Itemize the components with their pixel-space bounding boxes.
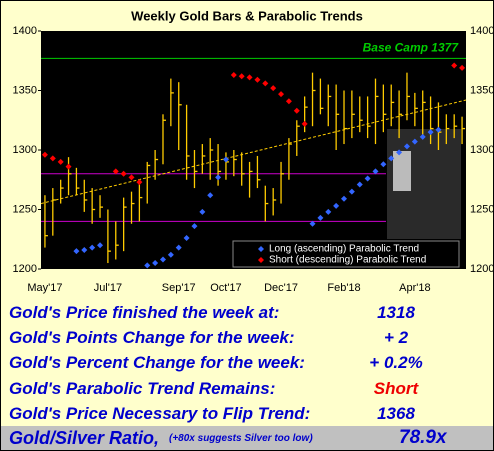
legend-marker bbox=[258, 257, 264, 263]
trend-dot bbox=[207, 192, 214, 199]
trend-dot bbox=[459, 64, 466, 71]
trend-dot bbox=[112, 168, 119, 175]
trend-dot bbox=[325, 208, 332, 215]
row-label: Gold's Price Necessary to Flip Trend: bbox=[9, 403, 311, 423]
ratio-value: 78.9x bbox=[399, 427, 447, 448]
legend-box bbox=[232, 240, 460, 268]
trend-dot bbox=[215, 174, 222, 181]
y-tick-label: 1200 bbox=[13, 263, 37, 275]
trend-dot bbox=[262, 80, 269, 87]
row-value: 1368 bbox=[377, 403, 415, 423]
trend-dot bbox=[246, 74, 253, 81]
trend-dot bbox=[278, 91, 285, 98]
trend-dot bbox=[144, 262, 151, 269]
trend-dot bbox=[411, 138, 418, 145]
trend-dot bbox=[364, 175, 371, 182]
chart-title: Weekly Gold Bars & Parabolic Trends bbox=[131, 8, 363, 23]
trend-dot bbox=[451, 62, 458, 69]
row-label: Gold's Percent Change for the week: bbox=[9, 353, 305, 373]
row-label: Gold's Price finished the week at: bbox=[9, 303, 280, 322]
reference-label: Base Camp 1377 bbox=[363, 41, 460, 55]
trend-dot bbox=[435, 126, 442, 133]
x-tick-label: Feb'18 bbox=[327, 282, 360, 294]
legend-label: Short (descending) Parabolic Trend bbox=[269, 255, 426, 266]
trend-dot bbox=[285, 98, 292, 105]
trend-dot bbox=[152, 260, 159, 267]
trend-dot bbox=[301, 120, 308, 127]
ratio-label: Gold/Silver Ratio, bbox=[9, 428, 160, 448]
trend-dot bbox=[120, 170, 127, 177]
table-row: Gold's Price Necessary to Flip Trend: 136… bbox=[1, 401, 493, 426]
x-tick-label: Jul'17 bbox=[94, 282, 122, 294]
trend-dot bbox=[167, 251, 174, 258]
trend-dot bbox=[222, 156, 229, 163]
row-value: 1318 bbox=[377, 303, 415, 322]
trend-dot bbox=[65, 163, 72, 170]
trend-dot bbox=[293, 107, 300, 114]
x-tick-label: Apr'18 bbox=[399, 282, 430, 294]
trend-dot bbox=[372, 168, 379, 175]
trend-dot bbox=[403, 143, 410, 150]
trend-dot bbox=[270, 85, 277, 92]
row-value: + 0.2% bbox=[369, 353, 423, 373]
trend-dot bbox=[49, 155, 56, 162]
x-tick-label: May'17 bbox=[27, 282, 62, 294]
table-row: Gold's Percent Change for the week: + 0.2… bbox=[1, 350, 493, 375]
row-label: Gold's Points Change for the week: bbox=[9, 328, 295, 348]
trend-dot bbox=[238, 73, 245, 80]
table-row: Gold's Parabolic Trend Remains: Short bbox=[1, 376, 493, 401]
x-tick-label: Sep'17 bbox=[162, 282, 196, 294]
y-tick-label: 1250 bbox=[13, 203, 37, 215]
trend-dot bbox=[341, 195, 348, 202]
photo-light bbox=[393, 151, 411, 191]
table-row: Gold's Points Change for the week: + 2 bbox=[1, 325, 493, 350]
table-row: Gold's Price finished the week at: 1318 bbox=[1, 300, 493, 325]
trend-dot bbox=[97, 242, 104, 249]
trend-dot bbox=[396, 149, 403, 156]
trend-dot bbox=[427, 129, 434, 136]
x-tick-label: Dec'17 bbox=[264, 282, 298, 294]
y-tick-label-right: 1250 bbox=[470, 203, 493, 215]
trend-dot bbox=[183, 235, 190, 242]
ratio-row: Gold/Silver Ratio, (+80x suggests Silver… bbox=[1, 426, 493, 450]
trend-dot bbox=[191, 223, 198, 230]
trend-dot bbox=[317, 214, 324, 221]
trend-dot bbox=[128, 174, 135, 181]
trend-dot bbox=[356, 181, 363, 188]
trend-dot bbox=[89, 244, 96, 251]
legend-marker bbox=[258, 246, 264, 252]
trend-dot bbox=[380, 161, 387, 168]
trend-dot bbox=[199, 208, 206, 215]
row-value: Short bbox=[373, 378, 419, 398]
row-value: + 2 bbox=[383, 328, 409, 348]
trend-dot bbox=[348, 188, 355, 195]
chart: Weekly Gold Bars & Parabolic Trends 1200… bbox=[13, 8, 493, 294]
trend-dot bbox=[57, 158, 64, 165]
trend-dot bbox=[419, 133, 426, 140]
y-tick-label: 1350 bbox=[13, 84, 37, 96]
trend-dot bbox=[333, 202, 340, 209]
x-tick-label: Oct'17 bbox=[210, 282, 241, 294]
y-tick-label: 1300 bbox=[13, 144, 37, 156]
trend-dot bbox=[41, 151, 48, 158]
y-tick-label-right: 1400 bbox=[470, 25, 493, 37]
trend-dot bbox=[73, 248, 80, 255]
y-tick-label-right: 1300 bbox=[470, 144, 493, 156]
trend-dot bbox=[309, 220, 316, 227]
row-label: Gold's Parabolic Trend Remains: bbox=[9, 378, 276, 398]
legend-label: Long (ascending) Parabolic Trend bbox=[269, 244, 419, 255]
y-tick-label-right: 1200 bbox=[470, 263, 493, 275]
trend-dot bbox=[254, 76, 261, 83]
y-tick-label-right: 1350 bbox=[470, 84, 493, 96]
y-tick-label: 1400 bbox=[13, 25, 37, 37]
trend-dot bbox=[81, 246, 88, 253]
trend-dot bbox=[159, 256, 166, 263]
trend-dot bbox=[175, 244, 182, 251]
trend-dot bbox=[388, 155, 395, 162]
ratio-note: (+80x suggests Silver too low) bbox=[169, 433, 313, 444]
trend-line bbox=[40, 99, 467, 205]
trend-dot bbox=[136, 179, 143, 186]
trend-dot bbox=[230, 72, 237, 79]
